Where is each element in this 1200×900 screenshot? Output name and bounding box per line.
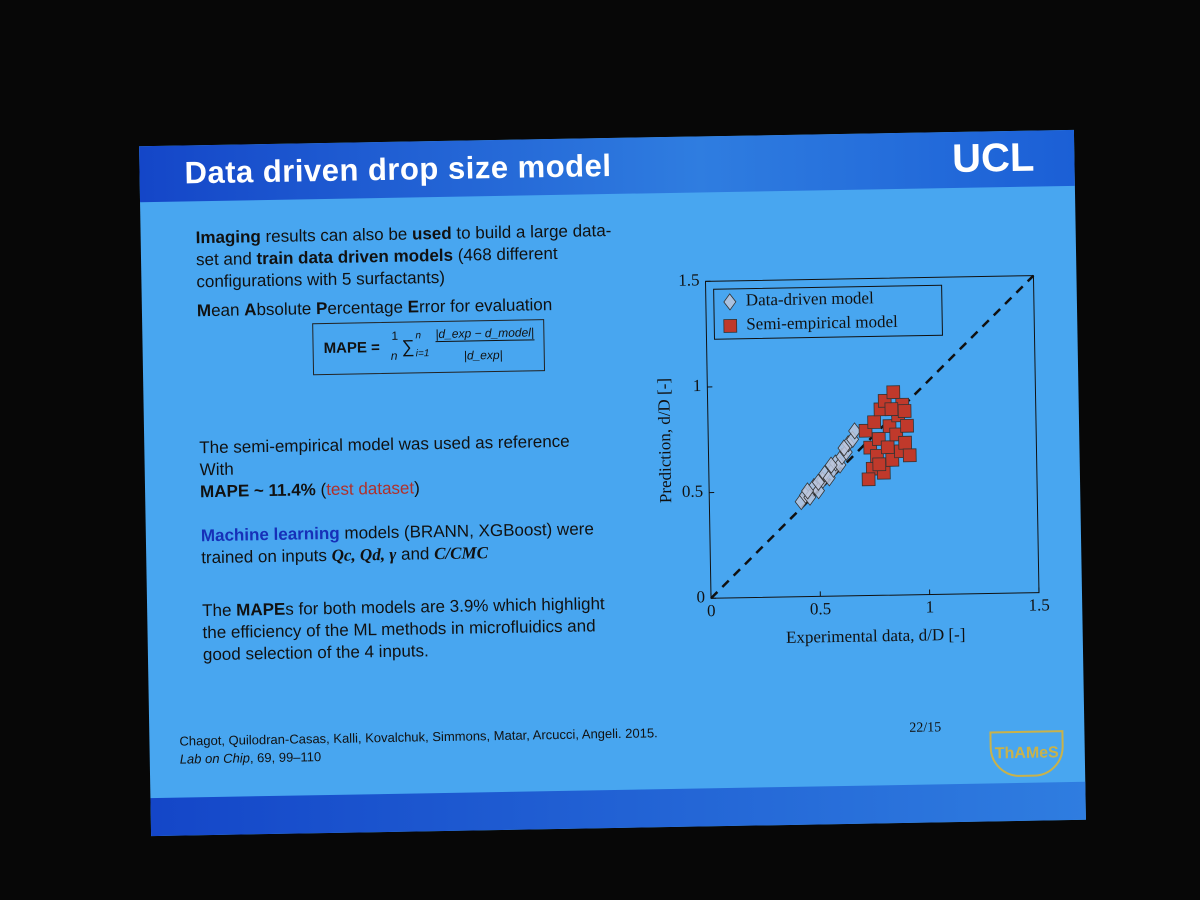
text: , 69, 99–110 — [249, 749, 322, 766]
point — [900, 418, 914, 433]
slide-title: Data driven drop size model — [184, 147, 612, 191]
x-tick-label: 1 — [925, 597, 934, 616]
plot-area — [704, 275, 1040, 599]
point — [884, 402, 899, 417]
x-tick-label: 0.5 — [810, 599, 832, 618]
page-number: 22/15 — [909, 720, 942, 736]
y-tick-label: 1.5 — [678, 270, 700, 289]
text: results can also be — [260, 224, 413, 247]
point — [867, 415, 882, 430]
footer-logo: ThAMeS — [989, 730, 1065, 778]
point — [902, 448, 917, 463]
text: E — [407, 297, 420, 317]
y-axis-label: Prediction, d/D [-] — [654, 378, 675, 503]
text: 1 — [391, 328, 399, 343]
text: bsolute — [256, 299, 317, 320]
text: ( — [315, 479, 327, 500]
text: test dataset — [326, 478, 415, 499]
chart: 0 0.5 1 1.5 0 0.5 1 1.5 Experimental data, d/D [… — [654, 270, 1050, 647]
text: Imaging — [195, 227, 261, 248]
point — [880, 440, 895, 455]
text: used — [411, 223, 452, 244]
text: Qc, Qd, γ — [331, 544, 397, 565]
text: M — [196, 300, 212, 321]
legend-label: Semi-empirical model — [746, 312, 898, 334]
slide: Data driven drop size model UCL Imaging … — [139, 129, 1086, 837]
ml: Machine learning models (BRANN, XGBoost)… — [201, 518, 632, 569]
legend-marker — [723, 293, 737, 311]
point — [837, 439, 851, 457]
text: The — [202, 600, 237, 621]
intro: Imaging results can also be used to buil… — [195, 220, 626, 293]
text: P — [315, 298, 328, 319]
logo: UCL — [951, 135, 1035, 182]
point — [897, 404, 912, 418]
text: With — [199, 459, 234, 480]
x-tick-label: 0 — [707, 601, 716, 620]
text: Machine learning — [200, 523, 340, 546]
metric: Mean Absolute Percentage Error for evalu… — [197, 294, 553, 322]
citation: Chagot, Quilodran-Casas, Kalli, Kovalchu… — [179, 725, 658, 749]
text: MAPE = — [323, 339, 381, 358]
text: and — [396, 544, 435, 564]
text: train data driven models — [256, 245, 454, 269]
text: ∑ — [401, 336, 415, 357]
conclusion: The MAPEs for both models are 3.9% which… — [202, 593, 623, 666]
text: C/CMC — [433, 543, 489, 564]
y-tick-label: 1 — [693, 376, 702, 395]
text: Lab on Chip — [179, 750, 250, 767]
title-bar: Data driven drop size model UCL — [139, 129, 1075, 203]
x-tick-label: 1.5 — [1028, 595, 1050, 614]
citation: Lab on Chip, 69, 99–110 — [180, 749, 322, 766]
point — [801, 482, 815, 500]
y-tick-label: 0.5 — [682, 482, 704, 501]
x-axis-label: Experimental data, d/D [-] — [786, 625, 966, 647]
formula: MAPE = 1 n ∑ n i=1 |d_exp − d_model| |d_… — [312, 319, 546, 376]
reference: The semi-empirical model was used as ref… — [199, 430, 640, 504]
text: MAPE ~ 11.4% — [199, 480, 317, 502]
text: The semi-empirical model was used as ref… — [199, 431, 570, 458]
point — [811, 473, 825, 491]
text: ean — [210, 300, 245, 320]
legend-box — [713, 284, 943, 340]
point — [824, 456, 838, 474]
text: rror for evaluation — [418, 295, 553, 317]
text: ) — [413, 478, 420, 498]
text: A — [244, 300, 257, 320]
text: ercentage — [327, 297, 408, 318]
text: |d_exp| — [463, 347, 503, 363]
point — [848, 422, 862, 440]
y-tick-label: 0 — [696, 587, 705, 606]
legend-marker — [723, 319, 738, 333]
text: n — [415, 330, 422, 342]
text: i=1 — [415, 348, 430, 360]
legend-label: Data-driven model — [746, 288, 875, 309]
text: |d_exp − d_model| — [435, 325, 535, 343]
point — [898, 435, 913, 450]
text: n — [390, 348, 398, 363]
bottom-bar — [150, 781, 1086, 837]
text: MAPE — [236, 599, 286, 620]
point — [872, 457, 887, 472]
point — [886, 385, 901, 400]
point — [861, 472, 876, 487]
